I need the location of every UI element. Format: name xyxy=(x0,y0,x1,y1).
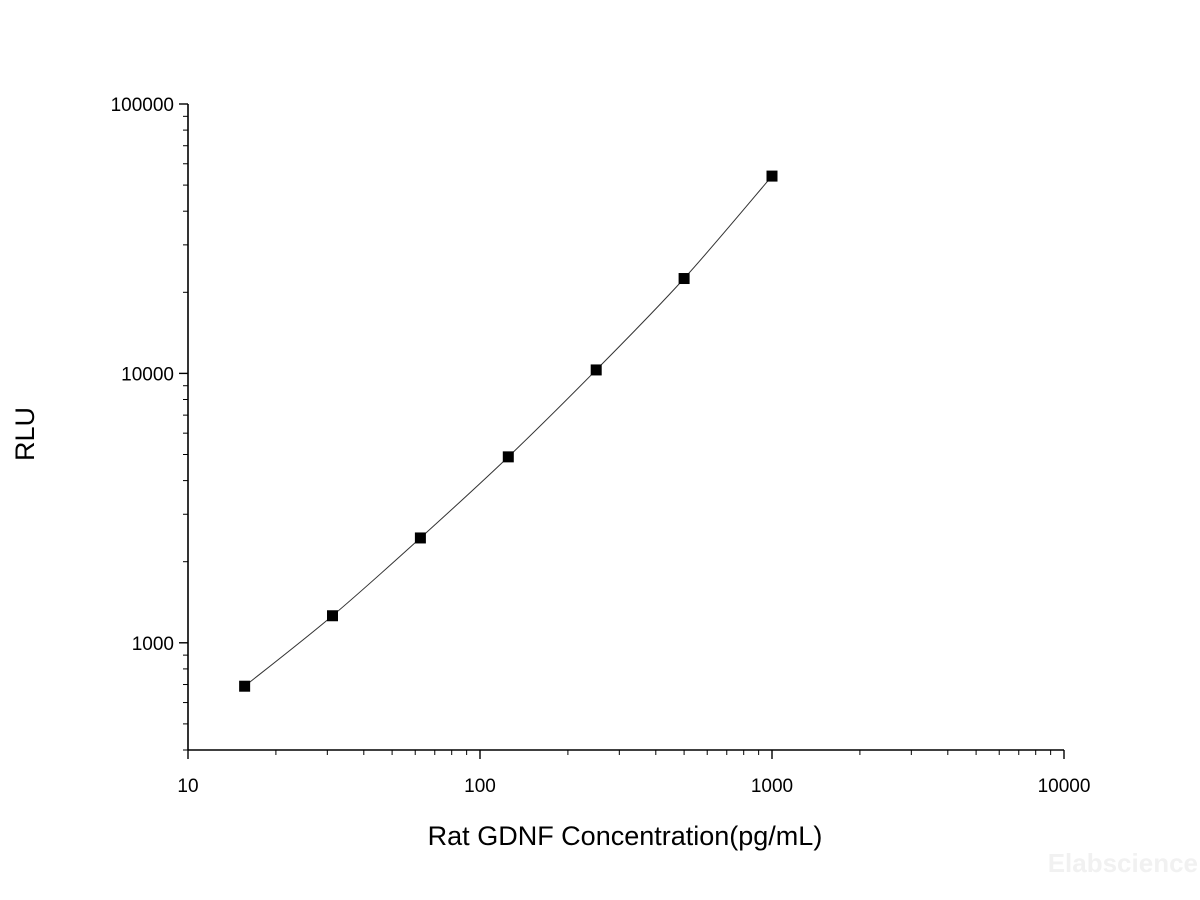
data-point xyxy=(414,532,426,544)
y-tick-label: 100000 xyxy=(111,95,174,116)
fit-curve xyxy=(244,175,773,687)
watermark: Elabscience xyxy=(1048,848,1198,878)
y-tick-label: 10000 xyxy=(121,364,174,385)
data-point xyxy=(678,273,690,285)
data-point xyxy=(766,170,778,182)
data-point xyxy=(590,364,602,376)
x-tick-label: 1000 xyxy=(751,776,793,797)
x-tick-label: 10 xyxy=(177,776,198,797)
data-point xyxy=(239,680,251,692)
ticks xyxy=(179,103,1065,759)
data-point xyxy=(502,451,514,463)
y-axis-title: RLU xyxy=(10,407,40,461)
x-tick-label: 10000 xyxy=(1038,776,1091,797)
axes xyxy=(187,104,1064,751)
data-points xyxy=(239,170,778,692)
y-tick-label: 1000 xyxy=(132,634,174,655)
data-point xyxy=(326,610,338,622)
x-axis-title: Rat GDNF Concentration(pg/mL) xyxy=(428,821,823,851)
x-tick-label: 100 xyxy=(464,776,496,797)
tick-labels: 10 100 1000 10000 1000 10000 100000 xyxy=(111,95,1091,797)
fit-line-group xyxy=(244,175,773,687)
